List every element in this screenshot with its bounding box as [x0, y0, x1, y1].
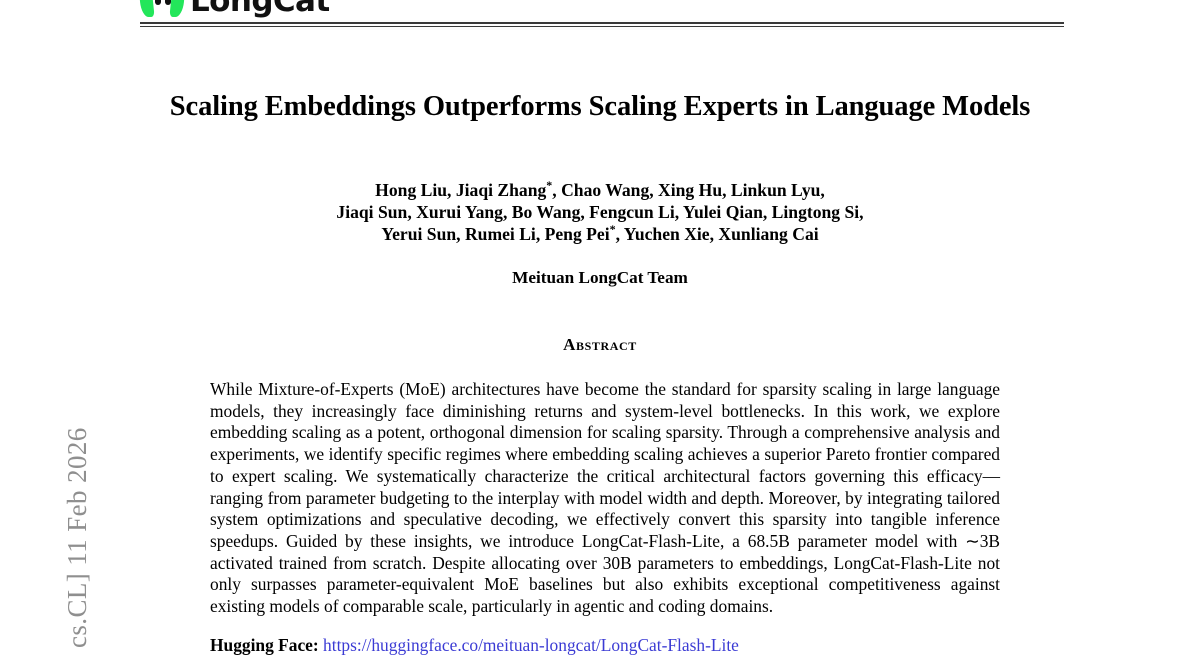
logo-right-eye-shape	[165, 0, 171, 5]
longcat-logo-header: LongCat	[138, 0, 1064, 26]
author-line-3-b: , Yuchen Xie, Xunliang Cai	[615, 223, 819, 244]
author-line-1-a: Hong Liu, Jiaqi Zhang	[375, 180, 547, 200]
abstract-body: While Mixture-of-Experts (MoE) architect…	[210, 379, 1000, 618]
author-line-2: Jiaqi Sun, Xurui Yang, Bo Wang, Fengcun …	[336, 201, 864, 222]
page-title: Scaling Embeddings Outperforms Scaling E…	[169, 91, 1031, 123]
resource-links-line: Hugging Face: https://huggingface.co/mei…	[210, 635, 1000, 657]
author-footnote-marker: *	[609, 221, 616, 236]
author-list: Hong Liu, Jiaqi Zhang*, Chao Wang, Xing …	[140, 178, 1060, 246]
longcat-wordmark: LongCat	[190, 0, 330, 19]
author-footnote-marker: *	[546, 178, 553, 193]
logo-left-ear-shape	[138, 0, 155, 17]
logo-right-ear-shape	[169, 0, 186, 17]
huggingface-label: Hugging Face:	[210, 635, 319, 655]
author-line-1-b: , Chao Wang, Xing Hu, Linkun Lyu,	[552, 180, 825, 200]
logo-left-eye-shape	[155, 0, 161, 5]
abstract-paragraph: While Mixture-of-Experts (MoE) architect…	[210, 379, 1000, 617]
author-line-3-a: Yerui Sun, Rumei Li, Peng Pei	[381, 223, 610, 244]
header-divider-rule	[140, 22, 1064, 27]
author-line-1: Hong Liu, Jiaqi Zhang*, Chao Wang, Xing …	[140, 178, 1060, 202]
longcat-logo-icon	[138, 0, 186, 18]
author-line-3: Yerui Sun, Rumei Li, Peng Pei*, Yuchen X…	[140, 221, 1060, 246]
huggingface-link[interactable]: https://huggingface.co/meituan-longcat/L…	[323, 635, 739, 655]
abstract-heading: Abstract	[563, 335, 637, 354]
affiliation: Meituan LongCat Team	[512, 268, 688, 287]
